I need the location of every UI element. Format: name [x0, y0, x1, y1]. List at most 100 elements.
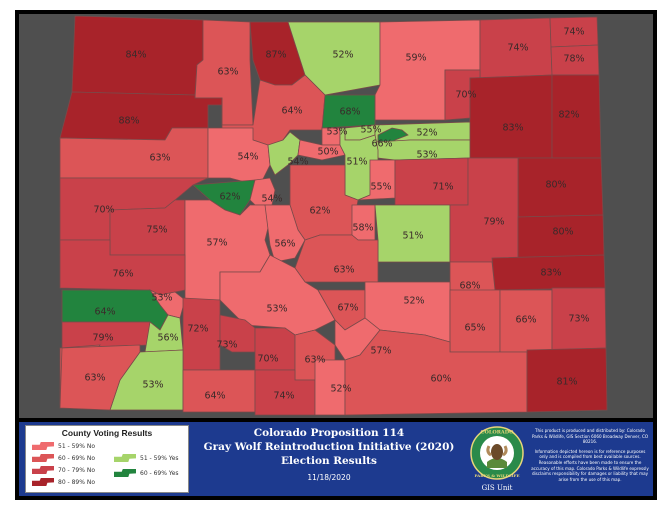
county-label: 75% — [146, 225, 167, 236]
county-label: 54% — [261, 194, 282, 205]
county-label: 70% — [455, 90, 476, 101]
legend-item-no-60-69: 60 - 69% No — [32, 454, 95, 462]
county-label: 53% — [142, 380, 163, 391]
county-label: 80% — [552, 227, 573, 238]
disclaimer-liability: Information depicted hereon is for refer… — [531, 448, 649, 482]
county-eagle — [207, 127, 271, 186]
county-el-paso — [374, 204, 451, 263]
colorado-county-map: 84% 63% 87% 52% 59% 74% 74% 78% 88% 64% … — [19, 14, 653, 418]
disclaimer-distribution: This product is produced and distributed… — [531, 428, 649, 445]
county-label: 74% — [507, 43, 528, 54]
county-label: 51% — [346, 157, 367, 168]
legend: County Voting Results 51 - 59% No 60 - 6… — [25, 425, 189, 493]
county-chaffee — [264, 204, 306, 263]
county-label: 63% — [217, 67, 238, 78]
county-label: 74% — [273, 391, 294, 402]
county-label: 70% — [257, 354, 278, 365]
legend-label: 51 - 59% No — [58, 442, 96, 450]
county-label: 64% — [204, 391, 225, 402]
county-label: 50% — [317, 147, 338, 158]
legend-label: 70 - 79% No — [58, 466, 96, 474]
county-label: 63% — [304, 355, 325, 366]
title-line-3: Election Results — [281, 455, 377, 467]
county-washington — [467, 74, 553, 159]
legend-item-no-70-79: 70 - 79% No — [32, 466, 95, 474]
county-label: 53% — [266, 304, 287, 315]
logo-text-bottom: PARKS & WILDLIFE — [474, 473, 519, 478]
county-label: 83% — [540, 268, 561, 279]
county-label: 54% — [287, 157, 308, 168]
county-label: 79% — [483, 217, 504, 228]
county-baca — [526, 347, 608, 413]
county-label: 52% — [403, 296, 424, 307]
county-label: 59% — [405, 53, 426, 64]
legend-item-no-51-59: 51 - 59% No — [32, 442, 95, 450]
cpw-logo: COLORADO PARKS & WILDLIFE GIS Unit — [469, 424, 525, 494]
legend-label: 80 - 89% No — [58, 478, 96, 486]
legend-label: 51 - 59% Yes — [140, 454, 179, 462]
county-label: 76% — [112, 269, 133, 280]
disclaimer: This product is produced and distributed… — [531, 428, 649, 486]
county-label: 87% — [265, 50, 286, 61]
county-label: 63% — [149, 153, 170, 164]
county-label: 52% — [416, 128, 437, 139]
county-label: 55% — [370, 182, 391, 193]
county-label: 62% — [309, 206, 330, 217]
county-label: 52% — [332, 50, 353, 61]
county-label: 82% — [558, 110, 579, 121]
county-label: 64% — [94, 307, 115, 318]
county-label: 53% — [416, 150, 437, 161]
county-label: 72% — [187, 324, 208, 335]
county-otero — [449, 289, 501, 353]
county-label: 66% — [515, 315, 536, 326]
county-label: 64% — [281, 106, 302, 117]
cpw-logo-icon: COLORADO PARKS & WILDLIFE — [470, 426, 524, 480]
county-label: 53% — [151, 293, 172, 304]
county-label: 53% — [326, 127, 347, 138]
county-label: 66% — [371, 139, 392, 150]
county-label: 80% — [545, 180, 566, 191]
county-label: 60% — [430, 374, 451, 385]
county-montrose — [59, 239, 186, 296]
legend-swatch-icon — [32, 466, 54, 474]
county-larimer — [287, 21, 381, 96]
legend-swatch-icon — [32, 442, 54, 450]
county-label: 63% — [333, 265, 354, 276]
county-label: 63% — [84, 373, 105, 384]
county-label: 73% — [568, 314, 589, 325]
county-label: 62% — [219, 192, 240, 203]
legend-label: 60 - 69% Yes — [140, 469, 179, 477]
title-line-2: Gray Wolf Reintroduction Initiative (202… — [203, 441, 455, 453]
legend-swatch-icon — [114, 469, 136, 477]
county-label: 57% — [206, 238, 227, 249]
county-label: 65% — [464, 323, 485, 334]
county-label: 68% — [339, 107, 360, 118]
county-label: 67% — [337, 303, 358, 314]
county-label: 55% — [360, 125, 381, 136]
county-label: 78% — [563, 54, 584, 65]
county-label: 68% — [459, 281, 480, 292]
county-label: 70% — [93, 205, 114, 216]
county-label: 84% — [125, 50, 146, 61]
county-labels: 84% 63% 87% 52% 59% 74% 74% 78% 88% 64% … — [84, 27, 589, 402]
title-line-1: Colorado Proposition 114 — [253, 427, 405, 439]
legend-swatch-icon — [32, 478, 54, 486]
county-label: 51% — [402, 231, 423, 242]
map-svg: 84% 63% 87% 52% 59% 74% 74% 78% 88% 64% … — [59, 15, 608, 416]
legend-item-yes-60-69: 60 - 69% Yes — [114, 469, 179, 477]
county-label: 79% — [92, 333, 113, 344]
map-date: 11/18/2020 — [307, 473, 351, 482]
county-label: 83% — [502, 123, 523, 134]
legend-title: County Voting Results — [61, 428, 153, 438]
county-label: 56% — [274, 239, 295, 250]
legend-item-yes-51-59: 51 - 59% Yes — [114, 454, 179, 462]
county-label: 81% — [556, 377, 577, 388]
county-label: 52% — [330, 384, 351, 395]
logo-text-top: COLORADO — [481, 430, 515, 436]
legend-swatch-icon — [32, 454, 54, 462]
map-title: Colorado Proposition 114 Gray Wolf Reint… — [194, 426, 464, 482]
county-label: 56% — [157, 333, 178, 344]
county-label: 58% — [352, 223, 373, 234]
county-label: 74% — [563, 27, 584, 38]
county-label: 88% — [118, 116, 139, 127]
